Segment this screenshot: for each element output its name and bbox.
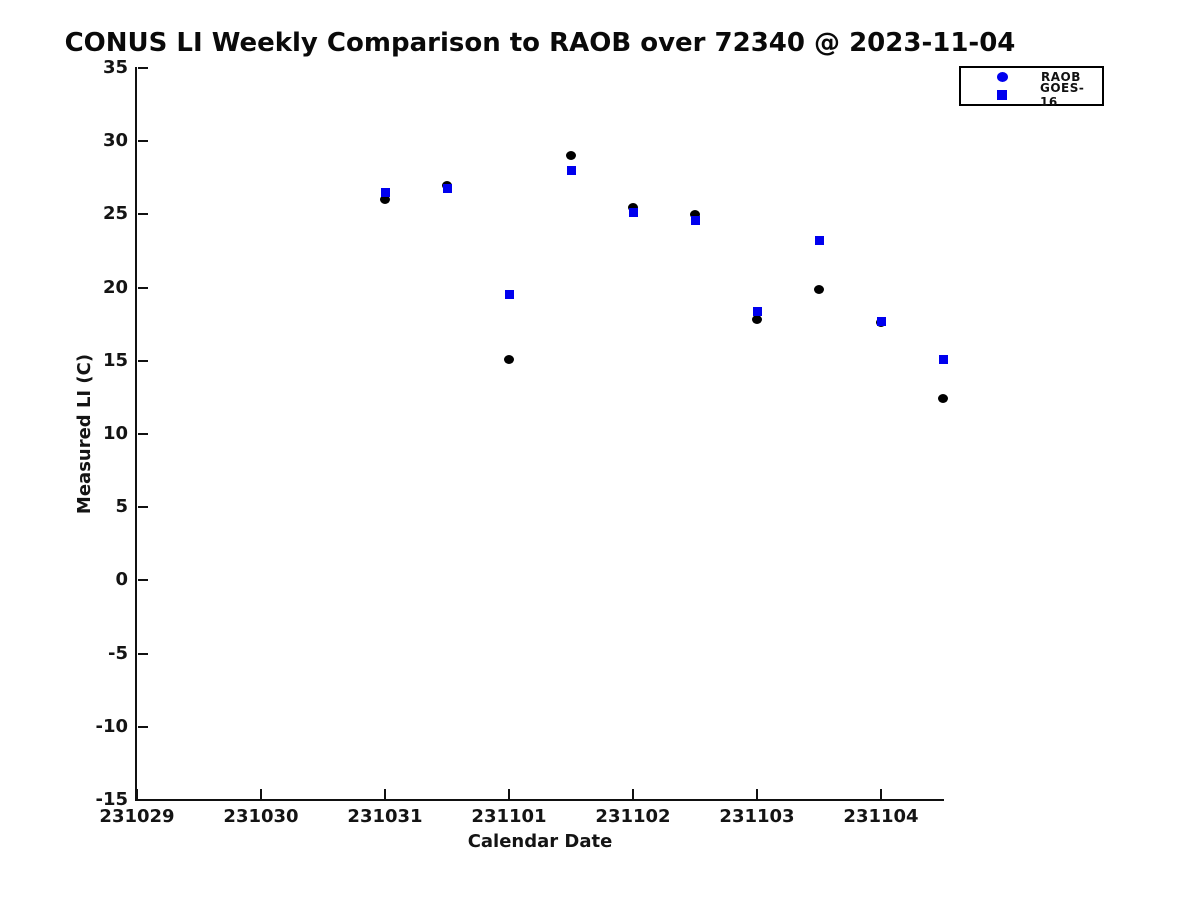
x-tick-label: 231029 [99, 806, 175, 827]
data-point-goes16 [690, 215, 700, 225]
data-point-raob [628, 202, 638, 212]
data-point-goes16 [814, 236, 824, 246]
y-tick [138, 286, 148, 289]
data-point-goes16 [442, 183, 452, 193]
y-tick-label: 35 [102, 57, 128, 78]
x-tick [508, 789, 510, 799]
y-tick-label: 20 [102, 276, 128, 298]
x-tick [632, 789, 634, 799]
legend-label-raob: RAOB [1041, 70, 1081, 84]
x-tick-label: 231103 [719, 806, 795, 827]
x-tick-label: 231104 [843, 806, 919, 827]
y-tick-label: 5 [115, 496, 128, 518]
y-tick-label: -10 [95, 715, 128, 737]
y-tick [138, 140, 148, 143]
legend-entry-goes16: GOES-16 [961, 81, 1102, 109]
x-tick [384, 789, 386, 799]
x-tick-label: 231101 [471, 806, 547, 827]
data-point-goes16 [566, 165, 576, 175]
y-tick-label: 30 [102, 130, 128, 152]
data-point-raob [566, 151, 576, 161]
data-point-goes16 [752, 306, 762, 316]
y-tick [138, 652, 148, 655]
data-point-raob [380, 195, 390, 205]
y-tick-label: -5 [108, 642, 128, 664]
x-tick-label: 231102 [595, 806, 671, 827]
y-tick [138, 799, 148, 801]
chart-title: CONUS LI Weekly Comparison to RAOB over … [64, 28, 1016, 58]
raob-circle-marker-icon [997, 72, 1008, 82]
y-tick-label: -15 [95, 789, 128, 810]
data-point-goes16 [380, 187, 390, 197]
legend: RAOB GOES-16 [959, 66, 1104, 109]
y-tick-label: 0 [115, 569, 128, 591]
x-tick [136, 789, 138, 799]
data-point-raob [690, 209, 700, 219]
y-tick [138, 213, 148, 216]
legend-entry-raob: RAOB [961, 68, 1102, 86]
data-point-raob [752, 315, 762, 325]
y-tick [138, 579, 148, 582]
legend-label-goes16: GOES-16 [1040, 81, 1085, 109]
y-tick-label: 25 [102, 203, 128, 225]
goes16-square-marker-icon [997, 90, 1007, 100]
data-point-raob [938, 394, 948, 404]
y-tick-label: 10 [102, 423, 128, 444]
y-tick [138, 67, 148, 69]
y-tick [138, 359, 148, 362]
y-tick [138, 433, 148, 435]
data-point-goes16 [938, 354, 948, 364]
x-tick [756, 789, 758, 799]
data-point-raob [504, 354, 514, 364]
x-axis-label: Calendar Date [467, 831, 613, 852]
y-tick [138, 506, 148, 509]
x-tick-label: 231030 [223, 806, 299, 827]
y-tick-label: 15 [102, 349, 128, 371]
data-point-goes16 [504, 290, 514, 300]
data-point-goes16 [876, 316, 886, 326]
y-tick [138, 725, 148, 728]
x-axis-line [135, 799, 944, 801]
data-point-goes16 [628, 208, 638, 218]
x-tick [260, 789, 262, 799]
y-axis-line [135, 67, 137, 801]
x-tick [880, 789, 882, 799]
x-tick-label: 231031 [347, 806, 423, 827]
data-point-raob [814, 284, 824, 294]
